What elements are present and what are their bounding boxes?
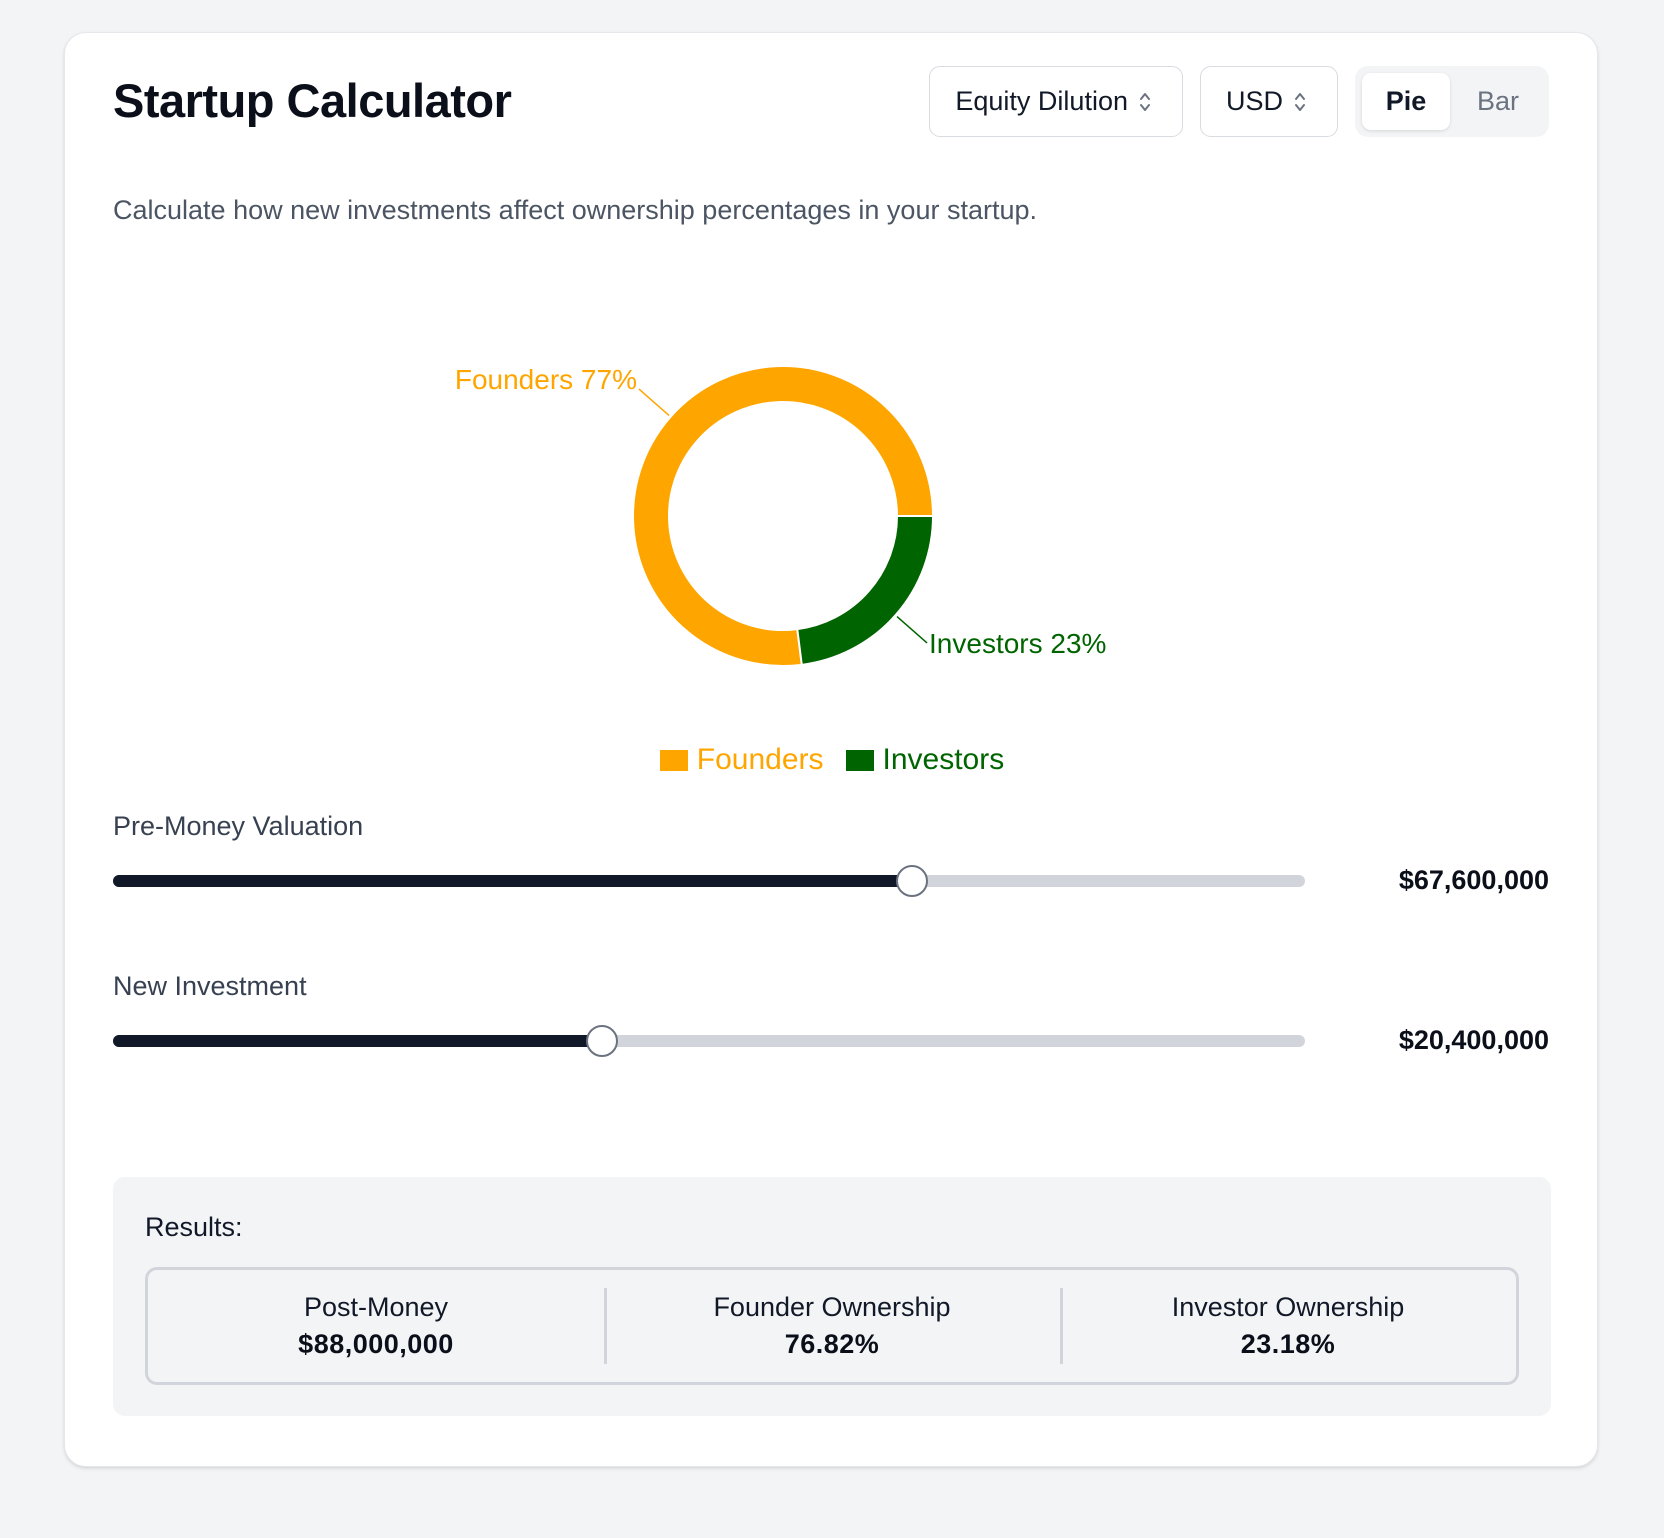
page-title: Startup Calculator (113, 74, 512, 127)
chevron-up-down-icon (1138, 89, 1152, 115)
post-money-value: $88,000,000 (298, 1329, 454, 1359)
investment-slider-fill (113, 1035, 602, 1047)
pre-money-slider-thumb[interactable] (895, 865, 928, 897)
pre-money-slider[interactable] (113, 865, 1305, 897)
slice-label-founders: Founders 77% (455, 364, 637, 395)
founder-ownership-label: Founder Ownership (713, 1292, 951, 1322)
calculator-type-select[interactable]: Equity Dilution (929, 66, 1183, 137)
results-box: Post-Money $88,000,000 Founder Ownership… (145, 1267, 1519, 1385)
results-title: Results: (145, 1212, 243, 1242)
pre-money-value: $67,600,000 (1398, 865, 1549, 895)
currency-value: USD (1225, 86, 1283, 116)
pre-money-slider-fill (113, 875, 912, 887)
result-founder-ownership: Founder Ownership 76.82% (604, 1270, 1060, 1382)
legend-label-founders: Founders (696, 743, 824, 776)
donut-chart: Founders 77% Investors 23% (455, 364, 1106, 667)
leader-line-founders (638, 388, 670, 417)
result-investor-ownership: Investor Ownership 23.18% (1060, 1270, 1516, 1382)
pre-money-label: Pre-Money Valuation (113, 811, 364, 841)
slice-investors[interactable] (796, 515, 935, 666)
founder-ownership-value: 76.82% (784, 1329, 880, 1359)
ownership-chart: Founders 77% Investors 23% (65, 283, 1599, 803)
legend-item-founders: Founders (659, 743, 824, 777)
leader-line-investors (896, 615, 928, 644)
currency-select[interactable]: USD (1199, 66, 1338, 137)
investment-slider[interactable] (113, 1025, 1305, 1057)
post-money-label: Post-Money (303, 1292, 449, 1322)
result-post-money: Post-Money $88,000,000 (148, 1270, 604, 1382)
slice-founders[interactable] (632, 365, 935, 667)
results-panel: Results: Post-Money $88,000,000 Founder … (113, 1177, 1551, 1416)
legend-item-investors: Investors (845, 743, 1005, 777)
calculator-card: Startup Calculator Equity Dilution USD P… (64, 32, 1598, 1467)
legend-label-investors: Investors (882, 743, 1005, 776)
calculator-type-value: Equity Dilution (955, 86, 1128, 116)
pie-toggle-button[interactable]: Pie (1362, 73, 1450, 130)
investment-label: New Investment (113, 971, 307, 1001)
investor-ownership-value: 23.18% (1240, 1329, 1336, 1359)
investment-slider-thumb[interactable] (585, 1025, 618, 1057)
chevron-up-down-icon (1293, 89, 1307, 115)
chart-type-toggle: Pie Bar (1355, 66, 1549, 137)
investor-ownership-label: Investor Ownership (1171, 1292, 1405, 1322)
legend-swatch-founders (659, 749, 688, 771)
chart-legend: Founders Investors (65, 743, 1599, 777)
investment-value: $20,400,000 (1398, 1025, 1549, 1055)
slice-label-investors: Investors 23% (929, 628, 1106, 659)
toolbar: Equity Dilution USD Pie Bar (929, 66, 1549, 137)
page-description: Calculate how new investments affect own… (113, 195, 1037, 225)
bar-toggle-button[interactable]: Bar (1476, 86, 1520, 116)
legend-swatch-investors (845, 749, 874, 771)
